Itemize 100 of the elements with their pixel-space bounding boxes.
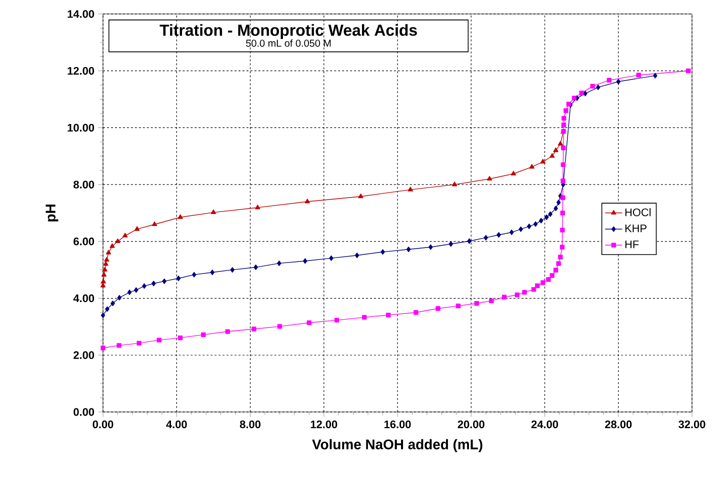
point [277,324,282,329]
point [414,310,418,315]
point [105,306,110,312]
y-tick-label: 10.00 [68,124,94,132]
point [277,260,282,266]
point [127,290,132,296]
point [556,200,561,206]
point [117,294,122,300]
point [531,287,536,292]
y-tick-label: 12.00 [68,66,94,75]
y-tick-label: 0.00 [74,408,94,416]
point [255,204,260,210]
point [560,162,566,167]
point [386,312,391,318]
point [572,96,577,100]
point [225,329,230,334]
point [100,346,106,350]
point [156,338,162,342]
point [686,68,691,74]
point [616,78,621,84]
point [304,198,310,204]
point [560,195,566,200]
point [306,320,312,326]
point [230,267,235,273]
point [529,164,534,169]
point [110,243,115,248]
point [550,153,555,158]
point [456,304,461,308]
x-tick-label: 20.00 [458,420,484,428]
x-tick-label: 8.00 [240,420,260,428]
y-tick-label: 6.00 [74,238,94,246]
point [590,84,595,89]
point [406,246,411,252]
point [302,258,308,264]
point [408,186,413,192]
point [486,176,492,181]
point [510,170,516,176]
point [548,211,552,217]
point [210,270,214,276]
point [252,326,256,332]
point [362,314,367,320]
point [546,277,551,282]
point [564,108,568,113]
legend-label: HF [625,240,639,248]
point [136,340,142,346]
point [116,343,122,348]
x-tick-label: 16.00 [384,420,411,428]
point [100,282,106,288]
point [103,261,108,266]
point [526,224,532,230]
point [100,312,106,318]
point [102,266,108,272]
point [210,209,216,214]
point [560,228,565,232]
point [152,221,158,226]
x-tick-label: 12.00 [310,420,338,428]
point [496,232,501,238]
point [178,214,183,219]
point [178,335,183,340]
point [550,273,554,278]
point [606,78,612,83]
x-tick-label: 0.00 [92,420,114,428]
point [579,90,584,96]
point [489,298,494,304]
point [380,249,385,255]
point [554,206,558,212]
point [101,272,107,277]
x-tick-label: 32.00 [678,420,706,428]
point [122,232,128,238]
point [200,332,206,337]
point [104,256,110,262]
point [162,278,166,284]
point [653,72,658,78]
point [467,238,472,244]
legend-label: HOCl [625,208,651,216]
point [502,294,507,300]
point [560,178,566,184]
point [533,221,538,227]
point [562,116,566,121]
point [596,84,600,90]
point [176,276,181,282]
point [518,226,523,232]
text: Titration - Monoprotic Weak Acids [160,24,417,39]
point [474,301,479,306]
point [484,234,488,240]
point [428,244,433,250]
point [254,264,258,270]
point [540,158,546,164]
point [354,252,360,258]
y-axis-title: pH [46,204,58,222]
point [151,280,156,286]
point [115,238,120,244]
point [553,148,558,152]
point [514,292,520,298]
point [561,122,566,128]
point [636,72,641,78]
point [134,226,140,231]
point [509,230,514,236]
point [535,283,540,288]
point [142,283,146,289]
